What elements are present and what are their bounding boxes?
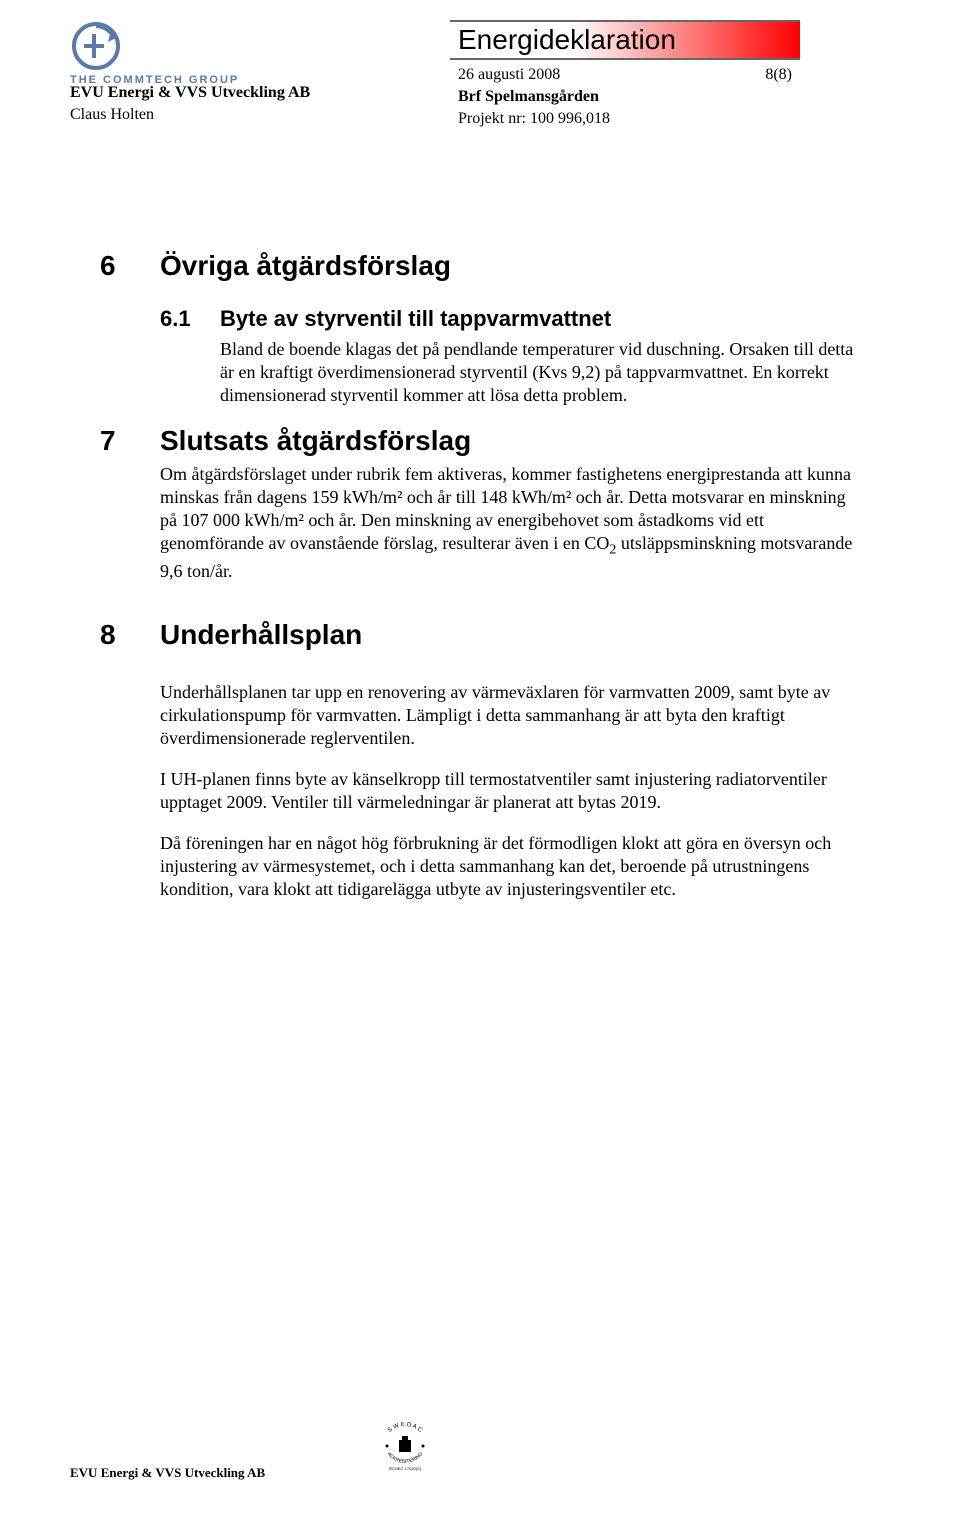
document-body: 6 Övriga åtgärdsförslag 6.1 Byte av styr… [0,170,960,901]
author-name: Claus Holten [70,106,310,124]
section-title: Övriga åtgärdsförslag [160,250,860,282]
section-8-p3: Då föreningen har en något hög förbrukni… [160,832,860,901]
section-7: 7 Slutsats åtgärdsförslag Om åtgärdsförs… [100,425,860,601]
title-box: Energideklaration 26 augusti 2008 8(8) B… [450,20,800,130]
svg-text:ISO/IEC 17020(C): ISO/IEC 17020(C) [389,1466,422,1471]
page-footer: EVU Energi & VVS Utveckling AB S W E D A… [70,1416,890,1481]
section-8: 8 Underhållsplan [100,619,860,657]
section-number: 7 [100,425,160,601]
logo-area: THE COMMTECH GROUP EVU Energi & VVS Utve… [70,20,310,124]
customer-name: Brf Spelmansgården [450,86,800,108]
date-page-row: 26 augusti 2008 8(8) [450,60,800,86]
section-7-body: Om åtgärdsförslaget under rubrik fem akt… [160,463,860,583]
page-number: 8(8) [765,66,792,84]
svg-text:ACKREDITERING: ACKREDITERING [386,1451,425,1465]
subsection-number: 6.1 [160,306,220,332]
subsection-6-1-body: Bland de boende klagas det på pendlande … [220,338,860,407]
subsection-title: Byte av styrventil till tappvarmvattnet [220,306,611,332]
section-number: 6 [100,250,160,288]
company-logo-icon [70,20,122,72]
document-title: Energideklaration [450,20,800,60]
document-date: 26 augusti 2008 [458,66,560,84]
section-title: Underhållsplan [160,619,860,651]
svg-text:S W E D A C: S W E D A C [387,1422,424,1434]
subsection-6-1-heading: 6.1 Byte av styrventil till tappvarmvatt… [160,306,860,332]
footer-company: EVU Energi & VVS Utveckling AB [70,1465,265,1481]
section-6: 6 Övriga åtgärdsförslag [100,250,860,288]
company-name: EVU Energi & VVS Utveckling AB [70,84,310,102]
section-8-p1: Underhållsplanen tar upp en renovering a… [160,681,860,750]
section-title: Slutsats åtgärdsförslag [160,425,860,457]
accreditation-badge-icon: S W E D A C ACKREDITERING ISO/IEC 17020(… [375,1416,435,1481]
project-number: Projekt nr: 100 996,018 [450,108,800,130]
section-number: 8 [100,619,160,657]
section-8-p2: I UH-planen finns byte av känselkropp ti… [160,768,860,814]
page-header: THE COMMTECH GROUP EVU Energi & VVS Utve… [0,0,960,170]
